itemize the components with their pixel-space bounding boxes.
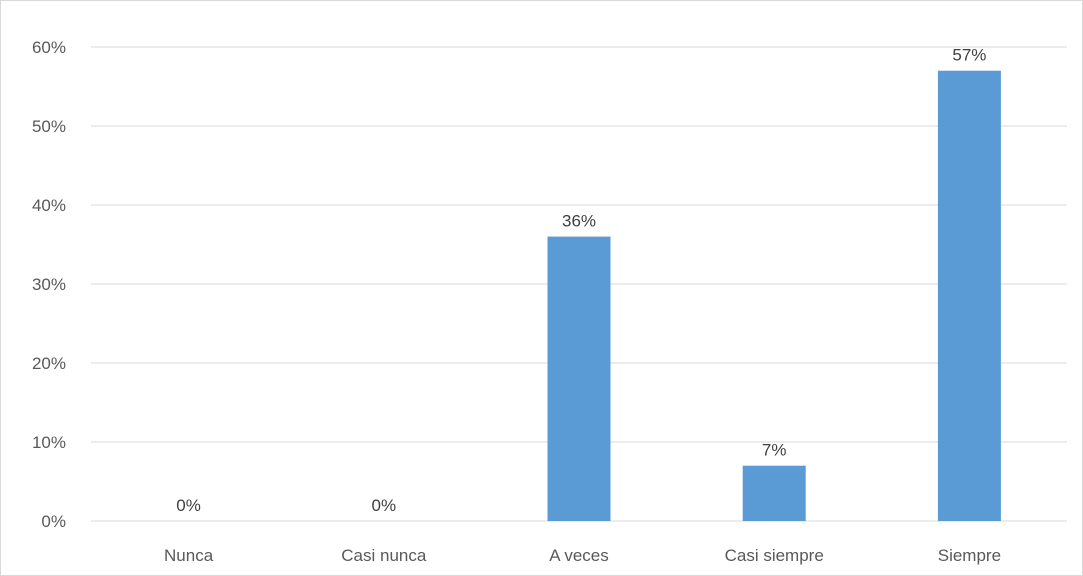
data-labels: 0% 0% 36% 7% 57%	[176, 46, 986, 515]
y-axis-ticks: 0% 10% 20% 30% 40% 50% 60%	[32, 38, 66, 531]
data-label: 7%	[762, 441, 787, 460]
y-tick-label: 40%	[32, 196, 66, 215]
y-tick-label: 20%	[32, 354, 66, 373]
y-tick-label: 0%	[41, 512, 66, 531]
gridlines	[91, 46, 1067, 522]
data-label: 57%	[952, 46, 986, 65]
x-tick-label: Siempre	[938, 546, 1001, 565]
x-tick-label: Casi nunca	[341, 546, 427, 565]
x-tick-label: Casi siempre	[725, 546, 824, 565]
y-tick-label: 50%	[32, 117, 66, 136]
y-tick-label: 60%	[32, 38, 66, 57]
bar-casi-siempre	[742, 465, 806, 521]
bar-siempre	[937, 70, 1001, 521]
bars	[547, 70, 1001, 521]
y-tick-label: 30%	[32, 275, 66, 294]
x-tick-label: Nunca	[164, 546, 214, 565]
data-label: 36%	[562, 212, 596, 231]
bar-a-veces	[547, 236, 611, 521]
data-label: 0%	[372, 496, 397, 515]
x-axis-ticks: Nunca Casi nunca A veces Casi siempre Siempr…	[164, 546, 1001, 565]
data-label: 0%	[176, 496, 201, 515]
x-tick-label: A veces	[549, 546, 609, 565]
y-tick-label: 10%	[32, 433, 66, 452]
